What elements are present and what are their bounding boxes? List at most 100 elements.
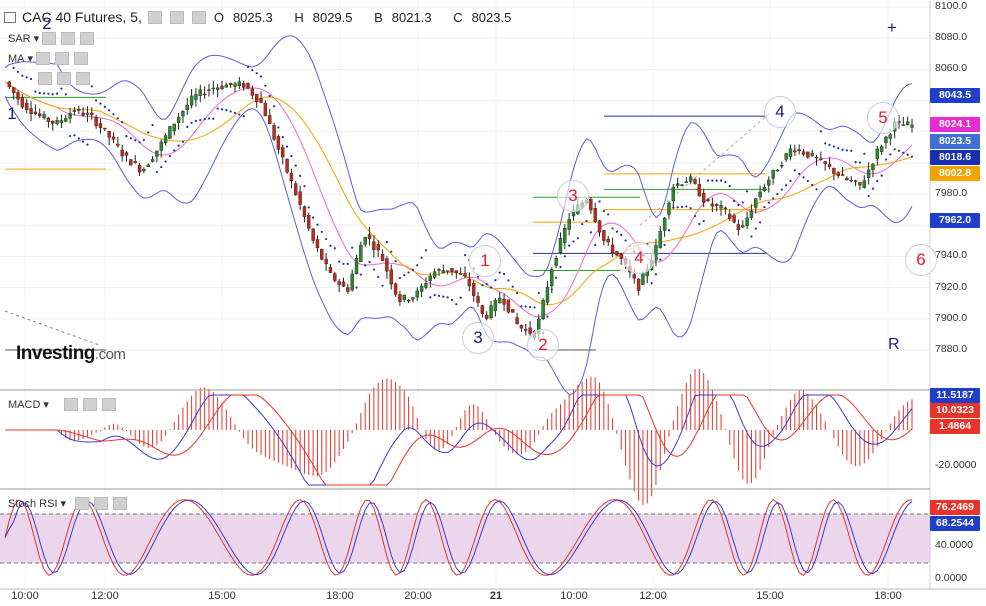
candle: [801, 151, 806, 155]
candle: [285, 158, 289, 173]
wave-label[interactable]: 6: [916, 250, 926, 269]
wave-label[interactable]: 5: [878, 108, 888, 127]
candle: [710, 203, 715, 207]
candle: [94, 117, 98, 127]
gear-icon[interactable]: [169, 10, 184, 24]
candle: [610, 244, 615, 254]
time-tick: 10:00: [11, 590, 39, 602]
wave-label[interactable]: 4: [775, 102, 785, 121]
sar-dot: [537, 291, 540, 295]
sar-dot: [620, 233, 623, 236]
macd-line: [5, 394, 913, 486]
sar-dot: [876, 179, 879, 183]
stoch-rsi-label[interactable]: Stoch RSI ▾: [8, 497, 129, 510]
sar-dot: [64, 93, 67, 96]
wave-label[interactable]: 1: [7, 104, 17, 123]
candle: [901, 124, 906, 126]
candle: [341, 281, 346, 287]
collapse-icon[interactable]: [4, 11, 16, 23]
candle: [871, 163, 875, 171]
sar-dot: [351, 246, 354, 249]
sar-dot: [255, 72, 258, 75]
sar-dot: [86, 143, 89, 146]
ma-label-2[interactable]: [8, 72, 92, 85]
stoch-tick: 0.0000: [935, 572, 968, 584]
candle: [454, 270, 459, 273]
sar-dot: [168, 154, 172, 158]
sar-dot: [759, 221, 762, 224]
candle: [198, 89, 202, 96]
wave-label[interactable]: 4: [634, 248, 644, 267]
candle: [85, 112, 90, 115]
sar-dot: [359, 273, 362, 276]
candle: [46, 117, 51, 122]
candle: [176, 116, 181, 123]
wave-circle: [623, 242, 655, 274]
candle: [350, 273, 354, 291]
sar-dot: [134, 139, 137, 142]
sar-dot: [216, 107, 219, 110]
candle: [697, 184, 702, 197]
sar-dot: [212, 117, 215, 120]
price-tag: 8002.8: [930, 166, 980, 181]
candle: [133, 161, 137, 163]
candle: [385, 258, 389, 272]
sar-dot: [837, 147, 840, 150]
sar-dot: [841, 148, 844, 151]
sar-dot: [533, 306, 536, 309]
candle: [64, 118, 68, 122]
candle: [98, 123, 103, 128]
sar-dot: [381, 284, 384, 287]
candle: [367, 234, 372, 239]
sar-dot: [403, 274, 406, 277]
candle: [884, 136, 888, 143]
wave-label[interactable]: 2: [42, 14, 52, 33]
candle: [719, 205, 723, 209]
candle: [38, 113, 42, 117]
candle: [832, 167, 836, 174]
macd-tag: 1.4864: [930, 419, 980, 434]
candle: [905, 121, 910, 126]
time-tick: 18:00: [874, 590, 902, 602]
time-tick: 21: [489, 590, 503, 602]
candle: [827, 164, 832, 167]
candle: [502, 299, 506, 305]
sar-dot: [568, 244, 571, 247]
sar-dot: [476, 275, 480, 278]
candle: [862, 180, 866, 188]
sar-dot: [90, 85, 93, 88]
sar-dot: [576, 237, 579, 240]
sar-dot: [654, 273, 658, 276]
candle: [432, 271, 437, 278]
wave-label[interactable]: 2: [538, 335, 548, 354]
ma-label[interactable]: MA ▾: [8, 52, 90, 65]
candle: [511, 309, 515, 313]
sar-dot: [116, 117, 119, 120]
sar-dot: [889, 153, 892, 156]
plus-tool[interactable]: +: [887, 18, 897, 37]
candle: [233, 83, 237, 87]
wave-label[interactable]: 1: [480, 251, 490, 270]
sar-dot: [229, 110, 232, 113]
candle: [211, 87, 216, 90]
candle: [758, 191, 762, 198]
candle: [168, 126, 172, 139]
candle: [606, 238, 610, 243]
sar-dot: [524, 305, 527, 308]
macd-tag: 11.5187: [930, 388, 980, 403]
wave-label[interactable]: 3: [473, 328, 483, 347]
close-icon[interactable]: [191, 10, 206, 24]
sar-dot: [342, 262, 345, 266]
sar-dot: [294, 164, 297, 167]
r-tool[interactable]: R: [888, 336, 900, 353]
eye-icon[interactable]: [147, 10, 162, 24]
sar-dot: [884, 158, 888, 161]
sar-dot: [177, 144, 180, 147]
sar-dot: [207, 117, 211, 120]
macd-label[interactable]: MACD ▾: [8, 398, 118, 411]
candle: [328, 267, 333, 273]
sar-dot: [502, 272, 506, 276]
sar-label[interactable]: SAR ▾: [8, 32, 96, 45]
wave-label[interactable]: 3: [568, 186, 578, 205]
